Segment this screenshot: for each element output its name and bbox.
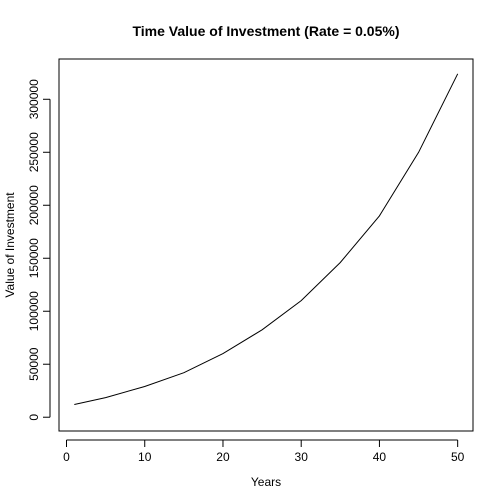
series-group	[74, 73, 459, 405]
y-axis-ticks: 0 50000 100000 150000 200000 250000 300000	[27, 79, 50, 421]
x-tick-label: 50	[451, 450, 465, 464]
x-tick-label: 0	[63, 450, 70, 464]
y-tick-label: 200000	[27, 185, 41, 225]
y-tick-label: 50000	[27, 347, 41, 381]
y-tick-label: 0	[27, 414, 41, 421]
x-tick-label: 20	[216, 450, 230, 464]
y-tick-label: 150000	[27, 238, 41, 278]
y-tick-label: 100000	[27, 291, 41, 331]
series-line	[74, 73, 459, 405]
x-axis-ticks: 0 10 20 30 40 50	[63, 440, 465, 464]
x-tick-label: 10	[138, 450, 152, 464]
x-axis-label: Years	[251, 475, 281, 489]
chart-title: Time Value of Investment (Rate = 0.05%)	[132, 23, 399, 39]
x-tick-label: 40	[373, 450, 387, 464]
plot-frame	[58, 58, 474, 432]
y-tick-label: 300000	[27, 79, 41, 119]
y-axis-label: Value of Investment	[3, 192, 17, 298]
y-tick-label: 250000	[27, 132, 41, 172]
x-tick-label: 30	[295, 450, 309, 464]
